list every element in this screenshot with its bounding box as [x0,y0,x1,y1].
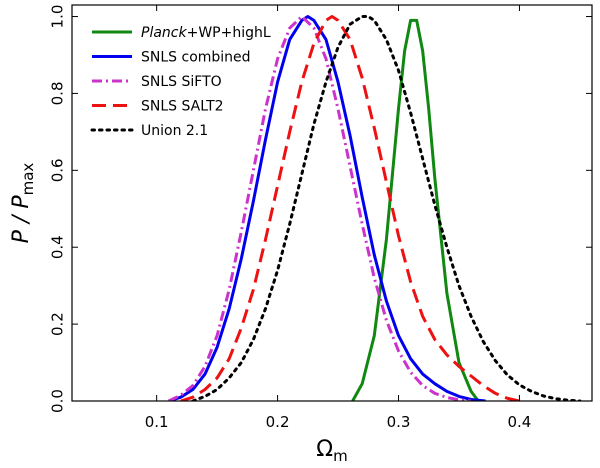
series-line-3 [180,15,520,401]
y-tick-label: 0.4 [49,235,67,259]
ticks-layer: 0.1 0.2 0.3 0.4 0.0 0.2 0.4 0.6 0.8 1.0 [49,5,592,431]
y-tick-label: 0.8 [49,81,67,105]
plot-frame [71,4,593,402]
legend-label-1: SNLS combined [141,50,251,66]
y-axis-title: P / Pmax [9,163,37,244]
series-line-2 [168,15,472,401]
legend-label-2: SNLS SiFTO [141,74,222,90]
x-tick-label: 0.3 [387,413,411,431]
y-tick-label: 0.0 [49,389,67,413]
y-tick-label: 1.0 [49,5,67,29]
legend: Planck+WP+highL SNLS combined SNLS SiFTO SN… [90,25,271,139]
legend-label-0: Planck+WP+highL [141,25,271,41]
y-tick-label: 0.2 [49,312,67,336]
x-tick-label: 0.2 [266,413,290,431]
series-line-4 [191,15,582,401]
series-layer [168,15,582,401]
x-tick-label: 0.4 [508,413,532,431]
y-tick-label: 0.6 [49,158,67,182]
series-line-0 [351,18,480,401]
x-tick-label: 0.1 [145,413,169,431]
legend-label-3: SNLS SALT2 [141,99,224,115]
legend-label-4: Union 2.1 [141,123,208,139]
x-axis-title: Ωm [316,437,347,465]
